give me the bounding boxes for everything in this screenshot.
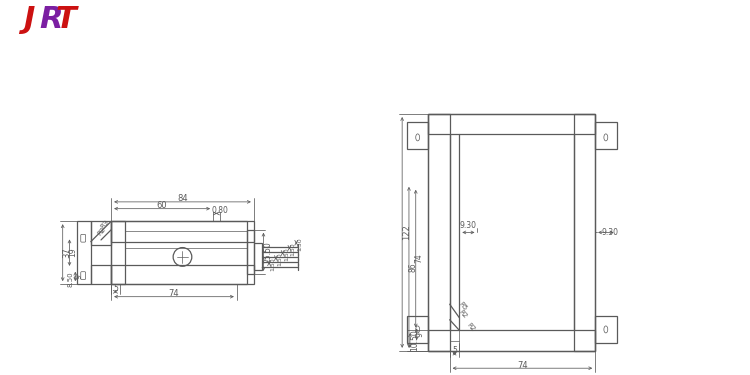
Text: R5: R5 xyxy=(458,301,468,312)
Text: 1.50: 1.50 xyxy=(284,248,289,261)
Text: 1.50: 1.50 xyxy=(271,258,275,272)
Bar xyxy=(428,114,450,351)
Text: R2: R2 xyxy=(465,322,476,333)
Text: 1.50: 1.50 xyxy=(278,253,282,266)
Bar xyxy=(111,221,247,284)
Text: 1.50: 1.50 xyxy=(291,243,296,256)
Bar xyxy=(254,243,262,270)
Text: R3: R3 xyxy=(100,218,110,229)
Text: 9: 9 xyxy=(75,274,84,279)
Bar xyxy=(428,114,596,135)
Text: 84: 84 xyxy=(177,195,188,204)
Text: 86: 86 xyxy=(408,262,417,272)
Bar xyxy=(407,316,428,343)
Bar xyxy=(111,221,254,242)
Text: 5: 5 xyxy=(113,284,118,293)
Text: 19: 19 xyxy=(68,248,77,258)
Bar xyxy=(77,221,91,284)
Bar xyxy=(111,221,125,284)
Text: 10.50: 10.50 xyxy=(410,330,419,351)
Text: 122: 122 xyxy=(403,225,412,240)
Bar xyxy=(574,114,596,351)
Text: 9.30: 9.30 xyxy=(460,221,477,230)
Text: 74: 74 xyxy=(517,361,528,370)
Text: R2: R2 xyxy=(97,226,107,237)
Text: 60: 60 xyxy=(157,201,167,210)
Text: 9: 9 xyxy=(415,332,424,337)
Text: 74: 74 xyxy=(414,254,423,264)
Bar xyxy=(596,316,616,343)
Bar xyxy=(428,330,596,351)
Text: 37: 37 xyxy=(62,247,71,258)
Text: 1.50: 1.50 xyxy=(298,237,302,251)
Text: 0.80: 0.80 xyxy=(211,206,229,215)
Text: 9.30: 9.30 xyxy=(602,228,618,237)
Bar xyxy=(428,114,596,351)
Bar xyxy=(596,122,616,149)
Bar xyxy=(91,221,111,245)
Text: T: T xyxy=(56,4,76,34)
Bar xyxy=(91,266,111,284)
Text: 5: 5 xyxy=(452,346,457,355)
Bar xyxy=(111,266,254,284)
Text: J: J xyxy=(23,4,34,34)
Text: R: R xyxy=(40,4,63,34)
Bar xyxy=(247,230,254,274)
Text: R2: R2 xyxy=(458,309,468,320)
Bar xyxy=(407,122,428,149)
Text: 8.50: 8.50 xyxy=(68,271,74,287)
Text: 25.50: 25.50 xyxy=(264,241,273,263)
Text: 74: 74 xyxy=(169,289,179,298)
